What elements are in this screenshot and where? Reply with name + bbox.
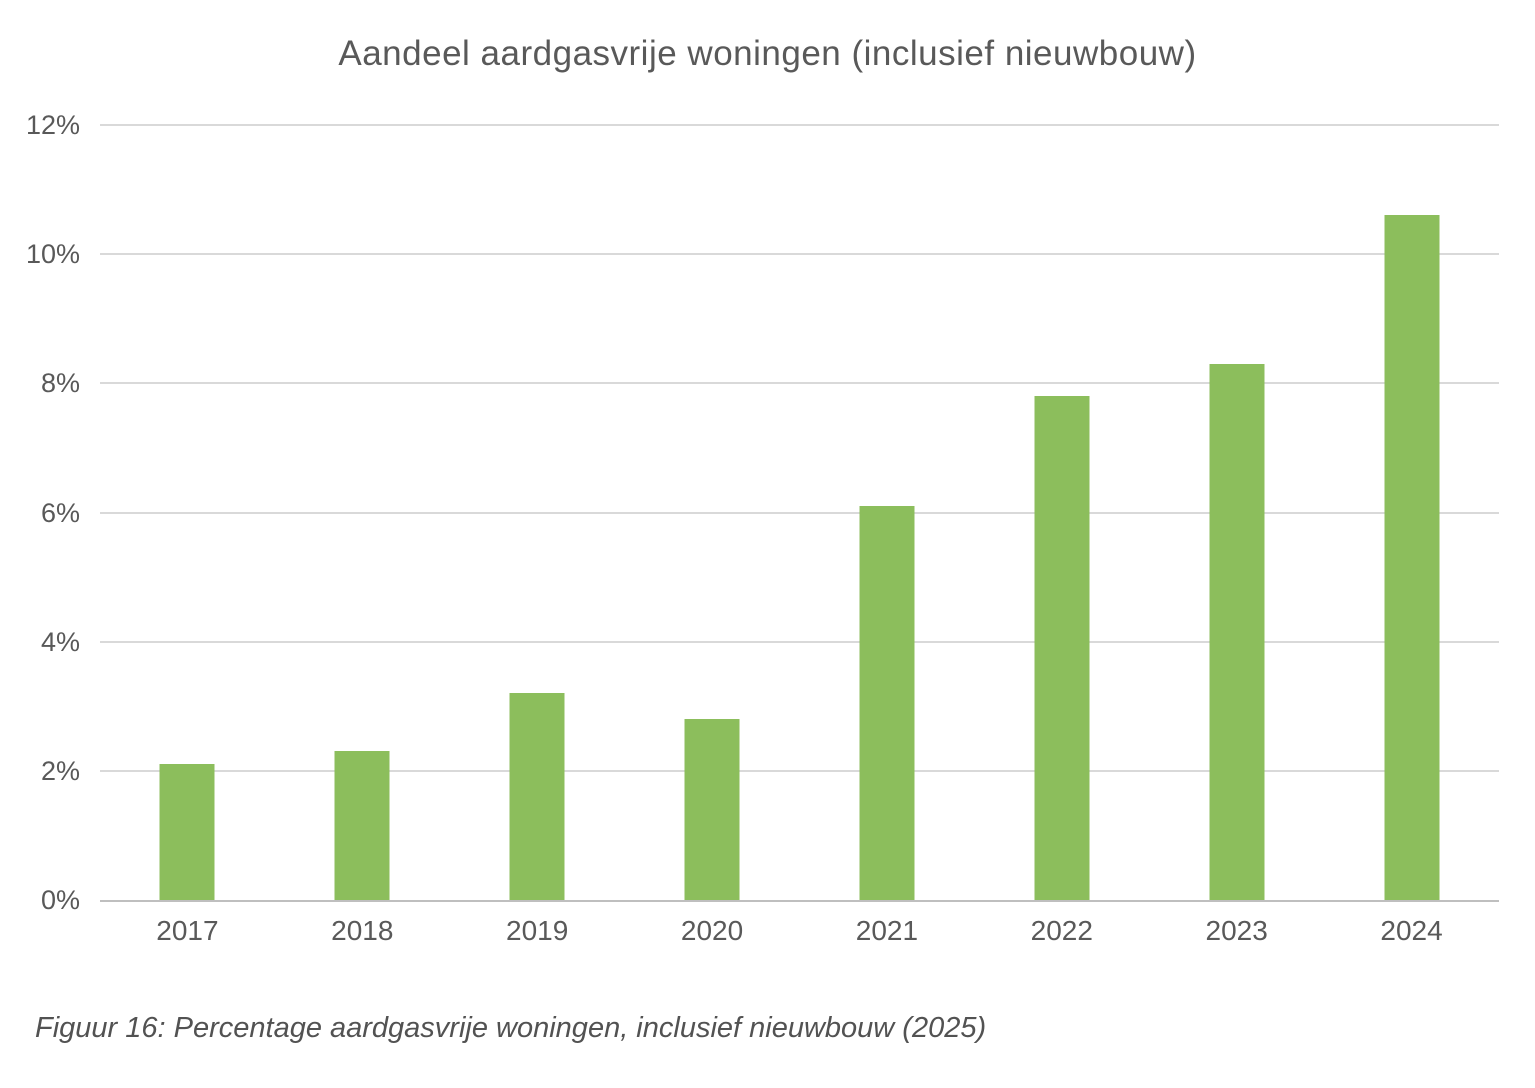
bar-2023 (1209, 363, 1265, 900)
bar-2018 (334, 751, 390, 900)
x-axis: 2017 2018 2019 2020 2021 2022 2023 2024 (100, 915, 1499, 960)
figure-caption: Figuur 16: Percentage aardgasvrije wonin… (35, 1012, 987, 1044)
y-tick-label-10%: 10% (25, 239, 80, 270)
bar-2017 (159, 764, 215, 900)
gridline-2% (100, 769, 1499, 772)
bar-2024 (1384, 215, 1440, 900)
x-tick-label-2022: 2022 (1030, 915, 1093, 946)
chart-title: Aandeel aardgasvrije woningen (inclusief… (338, 34, 1197, 73)
bar-2019 (509, 693, 565, 900)
gridline-4% (100, 640, 1499, 643)
gridline-6% (100, 511, 1499, 514)
y-tick-label-2%: 2% (40, 755, 80, 786)
y-axis: 0% 2% 4% 6% 8% 10% 12% (0, 110, 80, 915)
x-tick-label-2020: 2020 (680, 915, 744, 946)
bar-2020 (684, 719, 740, 900)
x-tick-label-2017: 2017 (156, 915, 219, 946)
x-tick-label-2021: 2021 (855, 915, 919, 946)
x-tick-label-2024: 2024 (1380, 915, 1443, 946)
y-tick-label-6%: 6% (40, 497, 80, 528)
y-tick-label-4%: 4% (40, 626, 80, 657)
x-tick-label-2019: 2019 (506, 915, 569, 946)
bar-2022 (1034, 396, 1090, 900)
plot-area (100, 124, 1499, 902)
x-tick-label-2018: 2018 (331, 915, 394, 946)
y-tick-label-12%: 12% (25, 110, 80, 140)
gridline-10% (100, 253, 1499, 256)
gridline-8% (100, 382, 1499, 385)
y-tick-label-0%: 0% (40, 885, 80, 915)
bar-2021 (859, 506, 915, 900)
y-tick-label-8%: 8% (40, 368, 80, 399)
gridline-12% (100, 124, 1499, 126)
x-tick-label-2023: 2023 (1205, 915, 1268, 946)
